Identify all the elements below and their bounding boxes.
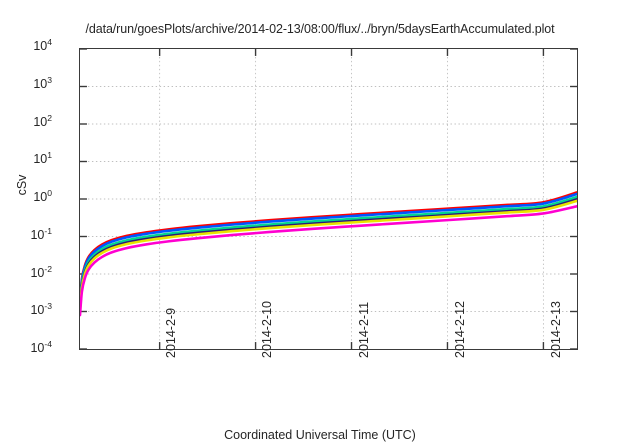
x-tick-label: 2014-2-13: [549, 301, 564, 358]
x-tick-label: 2014-2-11: [356, 301, 371, 358]
y-tick-label: 10-4: [30, 338, 52, 355]
data-series: [80, 191, 577, 317]
x-tick-label: 2014-2-12: [452, 301, 467, 358]
data-line: [80, 192, 577, 306]
x-axis-label: Coordinated Universal Time (UTC): [224, 428, 416, 442]
y-tick-label: 100: [33, 187, 52, 204]
y-tick-label: 102: [33, 112, 52, 129]
y-tick-label: 104: [33, 36, 52, 53]
y-tick-label: 101: [33, 150, 52, 167]
y-tick-label: 10-2: [30, 263, 52, 280]
data-line: [80, 195, 577, 309]
plot-axes: [79, 48, 578, 350]
y-tick-label: 10-3: [30, 301, 52, 318]
y-tick-label: 103: [33, 74, 52, 91]
x-tick-label: 2014-2-10: [260, 301, 275, 358]
data-line: [80, 204, 577, 317]
plot-area: [80, 49, 577, 349]
y-tick-label: 10-1: [30, 225, 52, 242]
gridlines: [80, 49, 577, 349]
data-line: [80, 199, 577, 313]
page-title: /data/run/goesPlots/archive/2014-02-13/0…: [85, 22, 555, 36]
x-tick-label: 2014-2-9: [163, 307, 178, 358]
y-axis-label: cSv: [15, 174, 29, 196]
